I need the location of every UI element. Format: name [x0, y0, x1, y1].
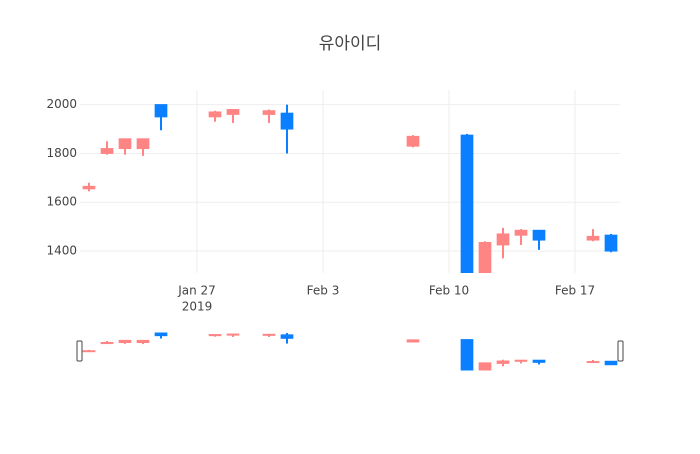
candle-body: [118, 339, 132, 344]
candle-body: [460, 134, 474, 273]
candle-body: [478, 242, 492, 273]
candle-body: [208, 334, 222, 337]
candle-body: [532, 229, 546, 241]
slider-handle-left[interactable]: [76, 340, 83, 362]
candle-body: [100, 342, 114, 345]
grid: [80, 90, 620, 273]
candle-body: [118, 138, 132, 150]
x-tick-label: Feb 3: [307, 284, 340, 298]
y-tick-label: 1800: [46, 146, 77, 160]
candle-body: [136, 138, 150, 150]
x-tick-year: 2019: [182, 300, 213, 314]
candle-body: [82, 350, 96, 353]
range-slider-preview: [82, 332, 618, 371]
candle-body: [406, 135, 420, 147]
x-tick-label: Feb 17: [555, 284, 595, 298]
y-tick-label: 2000: [46, 97, 77, 111]
candle-body: [226, 109, 240, 115]
slider-handle-right[interactable]: [617, 340, 624, 362]
y-tick-label: 1400: [46, 244, 77, 258]
candle-body: [208, 111, 222, 118]
candle-body: [280, 112, 294, 130]
x-tick-label: Feb 10: [429, 284, 469, 298]
candle-body: [532, 359, 546, 363]
candle-body: [514, 359, 528, 362]
candle-body: [406, 339, 420, 343]
candle-body: [82, 185, 96, 190]
y-tick-label: 1600: [46, 195, 77, 209]
candle-body: [496, 360, 510, 364]
candle-body: [262, 333, 276, 336]
x-tick-label: Jan 27: [177, 284, 216, 298]
candle-body: [460, 339, 474, 371]
candle-body: [514, 229, 528, 236]
plot-area: [82, 104, 618, 273]
candle-body: [262, 110, 276, 115]
candle-body: [586, 235, 600, 241]
candle-body: [280, 334, 294, 339]
candle-body: [154, 104, 168, 118]
chart-title: 유아이디: [319, 34, 382, 54]
candle-body: [100, 148, 114, 154]
candle-body: [604, 360, 618, 366]
candle-body: [154, 332, 168, 337]
candle-body: [478, 362, 492, 371]
candle-body: [604, 234, 618, 252]
candle-body: [496, 233, 510, 246]
candle-body: [226, 333, 240, 336]
range-slider[interactable]: [80, 333, 620, 370]
candle-body: [586, 361, 600, 364]
candle-body: [136, 339, 150, 344]
